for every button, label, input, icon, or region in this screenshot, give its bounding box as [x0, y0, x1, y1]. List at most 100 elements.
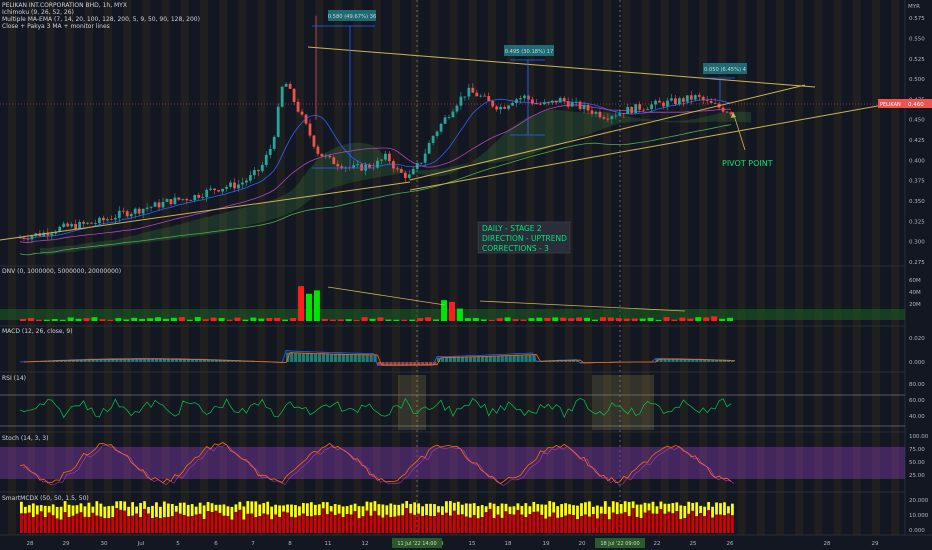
mcdx-bar-red — [302, 513, 305, 533]
mcdx-bar-yellow — [393, 504, 397, 517]
macd-hist-bar — [691, 359, 695, 362]
mcdx-bar-yellow — [595, 505, 599, 519]
mcdx-bar-red — [325, 514, 329, 533]
candle-body — [201, 197, 205, 198]
measure-box-3[interactable]: 0.050 (6.45%) 4 — [703, 63, 747, 74]
dnv-bar — [536, 317, 543, 321]
price-tick-label: 0.425 — [909, 138, 925, 144]
mcdx-bar-red — [103, 518, 107, 533]
dnv-bar — [687, 318, 694, 321]
mcdx-bar-yellow — [262, 503, 266, 514]
candle-body — [638, 104, 642, 110]
macd-hist-bar — [51, 360, 55, 362]
smartmcdx-pane-label[interactable]: SmartMCDX (50, 50, 1.5, 50) — [2, 495, 89, 502]
measure-box-1[interactable]: 0.580 (49.67%) 36 — [328, 10, 377, 21]
session-band — [488, 0, 496, 535]
macd-hist-bar — [381, 362, 385, 365]
mcdx-bar-red — [449, 515, 452, 533]
candle-body — [423, 153, 427, 163]
candle-body — [113, 217, 117, 220]
mcdx-bar-yellow — [409, 503, 413, 514]
mcdx-bar-red — [703, 516, 707, 533]
session-band — [603, 0, 612, 535]
macd-signal-line — [23, 352, 736, 366]
candle-body — [471, 87, 475, 93]
candle-body — [658, 100, 661, 103]
macd-hist-bar — [528, 354, 532, 362]
candle-body — [141, 208, 145, 214]
dnv-bar — [67, 317, 74, 321]
candle-body — [590, 110, 594, 114]
session-band — [699, 0, 708, 535]
price-tick-label: 0.500 — [909, 77, 925, 83]
mcdx-bar-red — [341, 516, 345, 533]
dnv-bar — [655, 319, 662, 321]
time-tick-label: 28 — [824, 541, 831, 547]
mcdx-bar-yellow — [159, 506, 162, 519]
candle-body — [662, 102, 665, 107]
rsi-pane-label[interactable]: RSI (14) — [2, 375, 26, 382]
mcdx-bar-yellow — [433, 504, 436, 517]
candle-body — [360, 164, 364, 171]
mcdx-bar-red — [452, 510, 456, 533]
time-axis[interactable]: 282930Jul5678111213141518192021222526282… — [27, 541, 879, 547]
mcdx-bar-red — [234, 511, 238, 533]
time-tick-label: 19 — [543, 541, 550, 547]
mcdx-bar-yellow — [603, 501, 607, 514]
ma-ema-legend[interactable]: Multiple MA-EMA (7, 14, 20, 100, 128, 20… — [2, 16, 200, 23]
dnv-bar — [20, 318, 26, 321]
close-pakya-legend[interactable]: Close + Pakya 3 MA + monitor lines — [2, 23, 110, 30]
session-band — [411, 0, 420, 535]
mcdx-bar-red — [111, 517, 115, 533]
mcdx-bar-red — [282, 511, 285, 533]
mcdx-bar-red — [377, 515, 381, 533]
mcdx-bar-red — [385, 514, 389, 533]
macd-hist-bar — [143, 359, 147, 362]
dnv-bar — [719, 318, 726, 321]
mcdx-bar-yellow — [548, 501, 552, 517]
session-band — [46, 0, 55, 535]
session-band — [104, 0, 112, 535]
macd-hist-bar — [298, 353, 302, 362]
candle-body — [419, 162, 423, 164]
mcdx-bar-red — [123, 510, 127, 533]
mcdx-bar-yellow — [103, 506, 107, 519]
macd-hist-bar — [55, 360, 59, 362]
symbol-title[interactable]: PELIKAN INT.CORPORATION BHD, 1h, MYX — [2, 2, 127, 9]
candle-body — [70, 224, 74, 227]
mcdx-bar-yellow — [99, 503, 103, 517]
mcdx-bar-yellow — [365, 501, 369, 511]
measure-box-2[interactable]: 0.495 (30.18%) 17 — [504, 45, 554, 56]
mcdx-bar-yellow — [588, 501, 591, 517]
mcdx-bar-yellow — [317, 504, 321, 516]
macd-hist-bar — [449, 357, 453, 362]
mcdx-bar-yellow — [198, 502, 202, 514]
mcdx-bar-red — [631, 507, 635, 533]
mcdx-bar-red — [294, 517, 297, 533]
mcdx-bar-yellow — [143, 501, 146, 509]
ichimoku-legend[interactable]: Ichimoku (9, 26, 52, 26) — [2, 9, 74, 16]
mcdx-bar-red — [178, 513, 182, 533]
price-axis[interactable]: 0.5750.5500.5250.5000.4750.4500.4250.400… — [909, 16, 925, 266]
mcdx-bar-red — [63, 512, 67, 533]
dnv-bar — [488, 319, 495, 321]
mcdx-bar-red — [603, 513, 607, 533]
stoch-pane-label[interactable]: Stoch (14, 3, 3) — [2, 435, 49, 442]
last-price-name: PELIKAN — [880, 102, 901, 108]
price-tick-label: 0.525 — [909, 57, 925, 63]
mcdx-bar-red — [147, 513, 150, 533]
mcdx-bar-yellow — [35, 505, 39, 515]
session-band — [430, 0, 439, 535]
mcdx-bar-yellow — [345, 506, 349, 515]
mcdx-bar-red — [627, 515, 631, 533]
mcdx-bar-yellow — [560, 504, 564, 518]
candle-body — [105, 219, 109, 221]
mcdx-bar-yellow — [456, 501, 460, 515]
macd-hist-bar — [552, 360, 556, 362]
macd-pane-label[interactable]: MACD (12, 26, close, 9) — [2, 328, 73, 335]
mcdx-bar-yellow — [131, 502, 135, 516]
mcdx-bar-yellow — [111, 505, 115, 518]
dnv-pane-label[interactable]: DNV (0, 1000000, 5000000, 20000000) — [2, 268, 122, 275]
mcdx-bar-red — [163, 517, 166, 533]
